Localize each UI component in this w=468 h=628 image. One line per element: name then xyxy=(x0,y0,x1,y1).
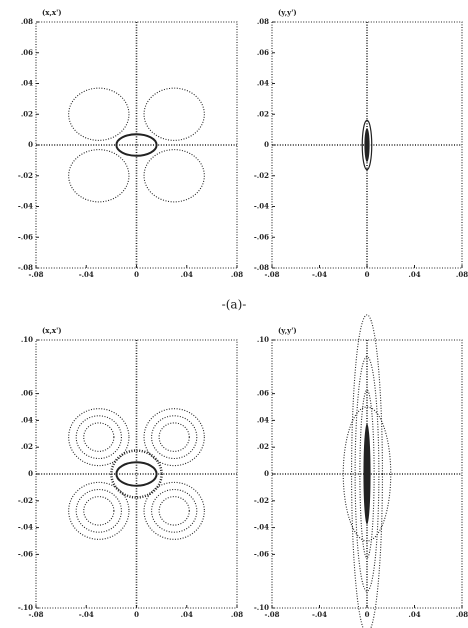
y-tick-label: -.02 xyxy=(254,496,269,505)
y-tick-label: -.06 xyxy=(254,549,269,558)
plot-title: (x,x') xyxy=(42,8,62,17)
x-tick-label: .08 xyxy=(231,610,243,619)
x-tick-label: .08 xyxy=(456,270,468,279)
y-tick-label: .04 xyxy=(21,415,33,424)
y-tick-label: .06 xyxy=(21,389,33,398)
y-tick-label: .04 xyxy=(257,415,269,424)
x-tick-label: -.04 xyxy=(79,270,94,279)
contour xyxy=(359,389,375,559)
y-tick-label: -.10 xyxy=(254,603,269,612)
plot-title: (x,x') xyxy=(42,326,62,335)
y-tick-label: -.02 xyxy=(254,171,269,180)
y-tick-label: 0 xyxy=(264,140,269,149)
y-tick-label: .06 xyxy=(257,389,269,398)
x-tick-label: -.04 xyxy=(79,610,94,619)
contour xyxy=(143,87,205,141)
x-tick-label: .04 xyxy=(181,610,193,619)
x-tick-label: .08 xyxy=(456,610,468,619)
y-tick-label: -.04 xyxy=(254,202,269,211)
contour xyxy=(83,496,115,526)
x-tick-label: 0 xyxy=(365,610,370,619)
y-tick-label: .02 xyxy=(257,109,269,118)
contour xyxy=(361,119,373,171)
contour xyxy=(364,128,370,162)
x-tick-label: -.04 xyxy=(312,270,327,279)
y-tick-label: -.02 xyxy=(18,171,33,180)
y-tick-label: -.06 xyxy=(254,232,269,241)
plot-frame xyxy=(35,339,238,609)
y-tick-label: .02 xyxy=(21,442,33,451)
contour xyxy=(143,481,205,540)
x-tick-label: -.08 xyxy=(28,610,43,619)
contour xyxy=(83,422,115,452)
contour xyxy=(158,422,190,452)
contour xyxy=(68,408,130,467)
contour xyxy=(354,356,380,592)
y-tick-label: .10 xyxy=(21,335,33,344)
contour xyxy=(110,449,163,499)
contour xyxy=(151,488,198,533)
x-tick-label: 0 xyxy=(365,270,370,279)
contour xyxy=(158,496,190,526)
y-tick-label: .06 xyxy=(257,48,269,57)
y-tick-label: 0 xyxy=(28,469,33,478)
y-tick-label: -.04 xyxy=(254,523,269,532)
contour xyxy=(143,149,205,203)
x-tick-label: -.08 xyxy=(264,270,279,279)
x-tick-label: -.08 xyxy=(28,270,43,279)
y-tick-label: -.10 xyxy=(18,603,33,612)
x-tick-label: .04 xyxy=(408,270,420,279)
x-tick-label: 0 xyxy=(134,270,139,279)
contour xyxy=(68,481,130,540)
y-tick-label: .04 xyxy=(257,79,269,88)
y-tick-label: -.08 xyxy=(254,263,269,272)
x-tick-label: -.04 xyxy=(312,610,327,619)
x-tick-label: .04 xyxy=(181,270,193,279)
y-tick-label: .04 xyxy=(21,79,33,88)
y-tick-label: .10 xyxy=(257,335,269,344)
y-tick-label: -.04 xyxy=(18,202,33,211)
y-tick-label: 0 xyxy=(264,469,269,478)
contour xyxy=(151,415,198,460)
x-tick-label: .08 xyxy=(231,270,243,279)
x-tick-label: -.08 xyxy=(264,610,279,619)
x-tick-label: 0 xyxy=(134,610,139,619)
caption: -(a)- xyxy=(222,298,247,312)
contour xyxy=(68,149,130,203)
y-tick-label: .02 xyxy=(257,442,269,451)
y-tick-label: -.06 xyxy=(18,549,33,558)
y-tick-label: 0 xyxy=(28,140,33,149)
contour xyxy=(342,406,392,542)
plot-title: (y,y') xyxy=(278,326,297,335)
contour xyxy=(115,133,158,157)
contour xyxy=(363,423,371,525)
y-tick-label: .08 xyxy=(257,17,269,26)
contour xyxy=(75,415,122,460)
contour xyxy=(68,87,130,141)
y-tick-label: .02 xyxy=(21,109,33,118)
plot-title: (y,y') xyxy=(278,8,297,17)
y-tick-label: .06 xyxy=(21,48,33,57)
contour xyxy=(143,408,205,467)
contour xyxy=(351,314,383,628)
y-tick-label: -.08 xyxy=(18,263,33,272)
y-tick-label: -.06 xyxy=(18,232,33,241)
contour xyxy=(75,488,122,533)
y-tick-label: -.04 xyxy=(18,523,33,532)
x-tick-label: .04 xyxy=(408,610,420,619)
contour xyxy=(115,461,158,487)
y-tick-label: .08 xyxy=(21,17,33,26)
y-tick-label: -.02 xyxy=(18,496,33,505)
